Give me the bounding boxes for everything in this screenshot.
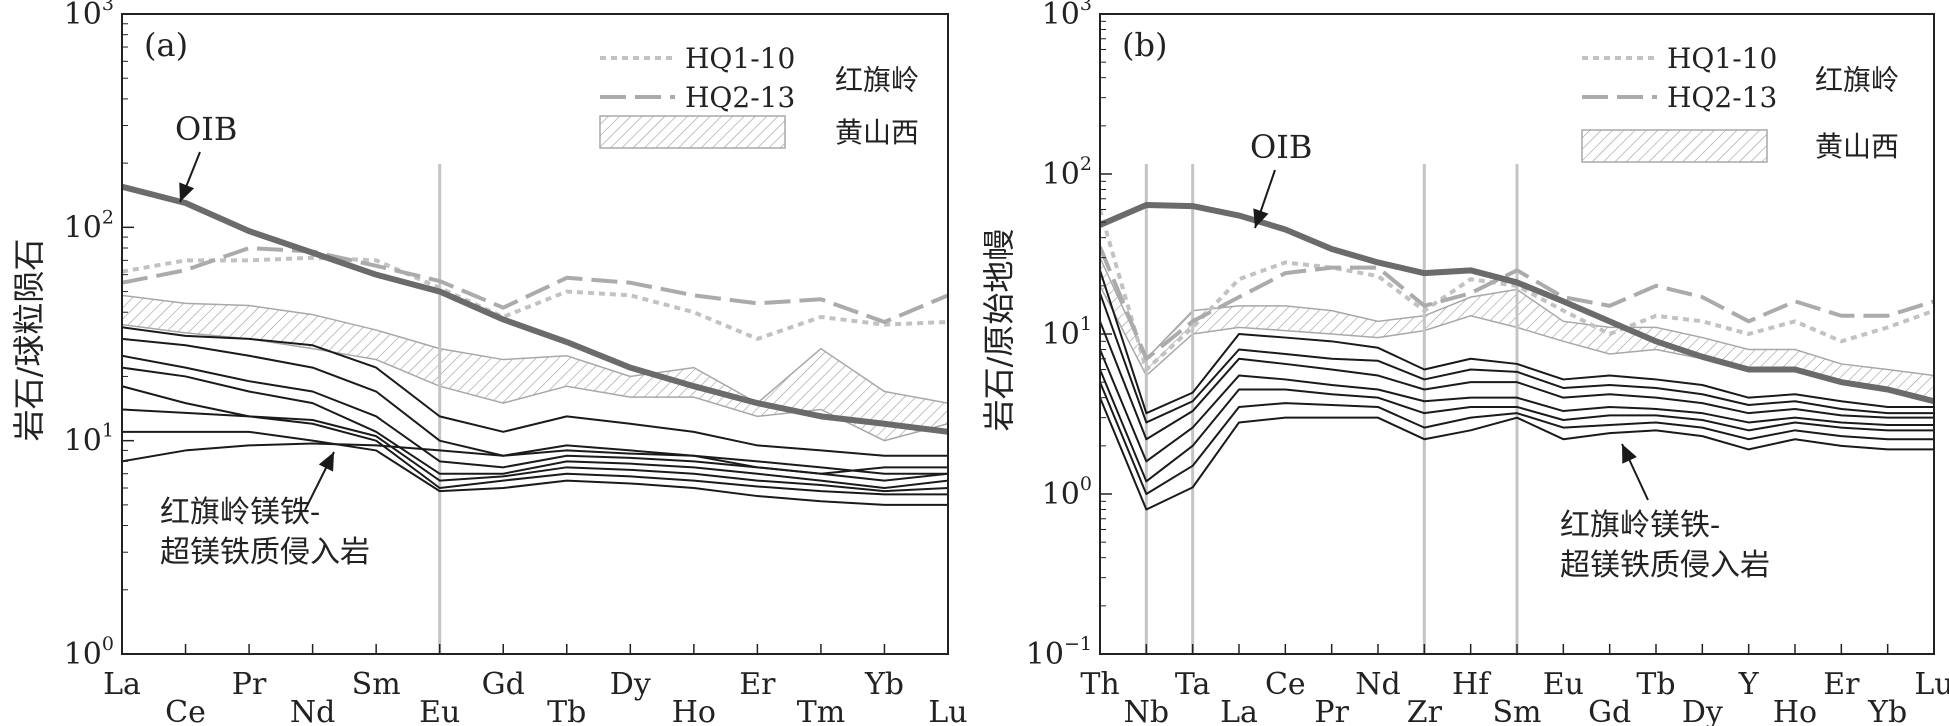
x-tick-label: Hf (1452, 667, 1491, 702)
legend-label: HQ2-13 (685, 81, 795, 114)
x-tick-label: Gd (482, 667, 525, 702)
intrusion-series-line (1100, 270, 1934, 415)
intrusion-series-line (1100, 397, 1934, 511)
y-tick-label: 100 (1042, 473, 1092, 512)
intrusion-series-line (122, 337, 948, 475)
oib-annotation: OIB (1250, 128, 1312, 166)
y-tick-label: 103 (1042, 0, 1092, 32)
intrusion-annotation-line: 红旗岭镁铁- (160, 495, 320, 530)
series-hq1-10 (122, 255, 948, 341)
intrusion-annotation-line: 红旗岭镁铁- (1560, 508, 1720, 543)
x-tick-label: Ho (1773, 695, 1817, 726)
x-tick-label: Yb (1867, 695, 1907, 726)
x-tick-label: Eu (1543, 667, 1584, 702)
intrusion-annotation-line: 超镁铁质侵入岩 (160, 535, 370, 570)
intrusion-series-line (122, 408, 948, 496)
intrusion-annotation-line: 超镁铁质侵入岩 (1560, 548, 1770, 583)
panel-a-chondrite-ree-plot: La Ce Pr Nd Sm Eu Gd Tb Dy Ho Er Tm Yb Lu 100 101 102 103… (10, 0, 968, 726)
annotation-arrow-head (179, 182, 195, 202)
intrusion-series-line (1100, 381, 1934, 495)
x-tick-label: Tm (797, 695, 845, 726)
series-oib (122, 183, 948, 435)
x-tick-label: Er (739, 667, 776, 702)
x-tick-label: Zr (1407, 695, 1443, 726)
panel-label: (a) (144, 26, 188, 64)
intrusion-series-line (122, 326, 948, 457)
x-tick-label: La (1220, 695, 1258, 726)
intrusion-series-line (1100, 369, 1934, 483)
x-tick-label: Er (1823, 667, 1860, 702)
y-tick-label: 101 (64, 420, 114, 459)
x-tick-label: Eu (419, 695, 460, 726)
y-tick-label: 102 (1042, 153, 1092, 192)
legend-band-label: 黄山西 (835, 116, 919, 149)
series-hq2-13 (1100, 246, 1934, 361)
x-tick-label: Yb (864, 667, 904, 702)
series-hq2-13 (122, 246, 948, 324)
y-tick-label: 100 (64, 633, 114, 672)
intrusion-series-line (122, 442, 948, 475)
oib-annotation: OIB (175, 110, 237, 148)
x-tick-label: Dy (1682, 695, 1723, 726)
x-tick-label: Lu (928, 695, 967, 726)
x-tick-label: Ce (1265, 667, 1306, 702)
x-tick-label: La (103, 667, 141, 702)
legend-swatch-band (599, 115, 786, 149)
y-axis-label: 岩石/球粒陨石 (10, 239, 48, 442)
x-tick-label: Gd (1588, 695, 1631, 726)
x-tick-label: Nd (290, 695, 335, 726)
y-tick-label: 101 (1042, 313, 1092, 352)
intrusion-series-line (122, 366, 948, 489)
intrusion-series-line (122, 430, 948, 506)
series-hq1-10 (1100, 208, 1934, 372)
legend-swatch-band (1581, 129, 1768, 163)
plot-frame (121, 13, 949, 655)
x-tick-label: Pr (1314, 695, 1349, 726)
annotation-arrow-head (1622, 444, 1637, 464)
legend-band-label: 黄山西 (1815, 130, 1899, 163)
x-tick-label: Ta (1175, 667, 1211, 702)
y-axis-label: 岩石/原始地幔 (980, 229, 1018, 432)
y-tick-label: 10−1 (1026, 633, 1092, 672)
x-tick-label: Tb (1636, 667, 1675, 702)
x-tick-label: Lu (1914, 667, 1949, 702)
annotation-arrow-head (318, 452, 334, 472)
annotation-arrow-head (1253, 208, 1269, 228)
x-tick-label: Sm (352, 667, 401, 702)
legend-group-label: 红旗岭 (1815, 64, 1899, 97)
x-tick-label: Nd (1355, 667, 1400, 702)
legend-label: HQ1-10 (1667, 42, 1777, 75)
x-tick-label: Ho (672, 695, 716, 726)
legend-label: HQ2-13 (1667, 81, 1777, 114)
y-tick-label: 102 (64, 206, 114, 245)
x-tick-label: Y (1738, 667, 1760, 702)
x-tick-label: Nb (1124, 695, 1169, 726)
x-tick-label: Sm (1493, 695, 1542, 726)
intrusion-series-line (1100, 349, 1934, 463)
series-oib (1100, 202, 1934, 405)
x-tick-label: Th (1080, 667, 1119, 702)
huangshanxi-band (1100, 257, 1934, 403)
panel-label: (b) (1122, 26, 1167, 64)
x-tick-label: Ce (165, 695, 206, 726)
x-tick-label: Dy (610, 667, 651, 702)
x-tick-label: Tb (547, 695, 586, 726)
y-tick-label: 103 (64, 0, 114, 32)
intrusion-series-line (1100, 292, 1934, 424)
huangshanxi-band (122, 294, 948, 442)
x-tick-label: Pr (232, 667, 267, 702)
legend-group-label: 红旗岭 (835, 64, 919, 97)
intrusion-series-line (1100, 320, 1934, 441)
legend-label: HQ1-10 (685, 42, 795, 75)
